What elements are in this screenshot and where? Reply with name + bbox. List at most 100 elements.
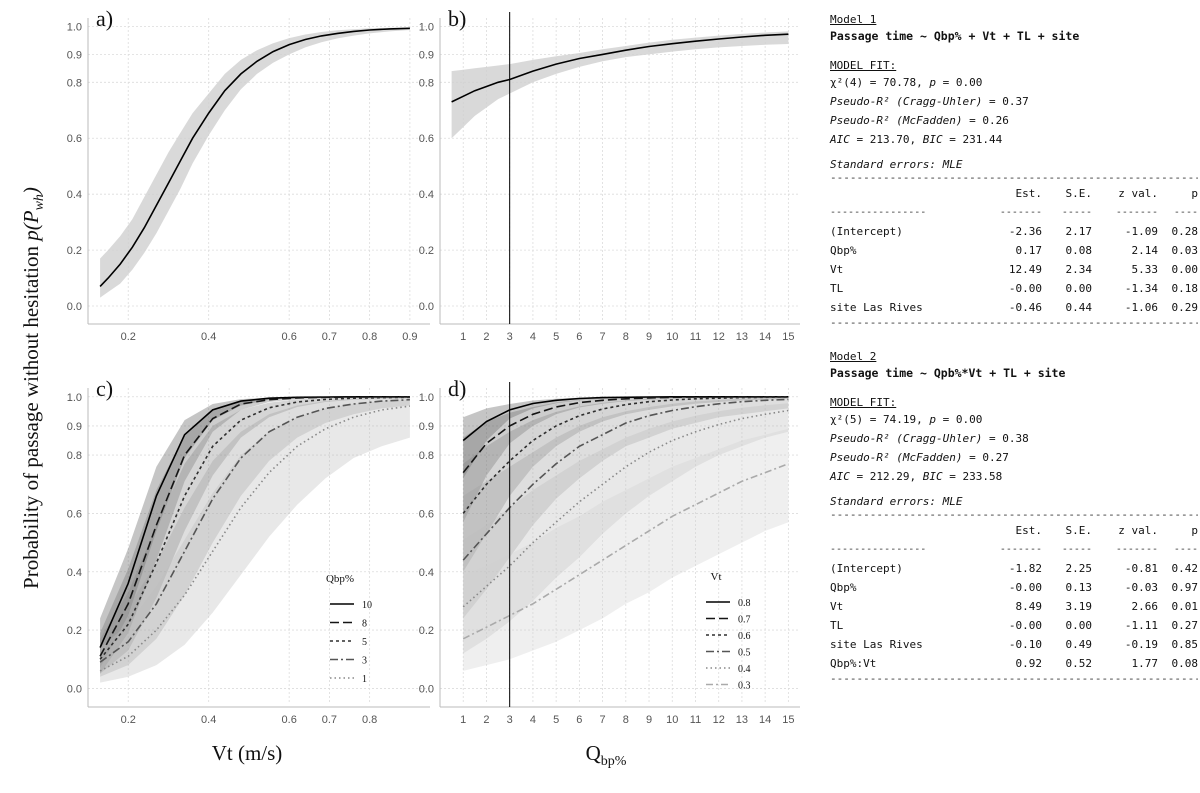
fit-label: p [929, 76, 936, 89]
fit-label: BIC [922, 133, 943, 146]
coef-value: 0.01 [1171, 600, 1199, 613]
y-tick-label: 0.0 [419, 683, 434, 695]
coef-value: 0.42 [1171, 562, 1199, 575]
x-tick-label: 1 [460, 331, 466, 343]
coef-value: -1.82 [1008, 562, 1042, 575]
term-name: (Intercept) [830, 225, 903, 238]
y-tick-label: 0.9 [419, 421, 434, 433]
confidence-band-0.6 [463, 396, 789, 572]
x-tick-label: 10 [666, 714, 678, 726]
fit-value: = 0.38 [982, 432, 1029, 445]
panel-label: a) [96, 6, 113, 31]
y-tick-label: 0.8 [67, 450, 82, 462]
legend-label-3: 3 [362, 656, 367, 667]
legend-label-0.3: 0.3 [738, 681, 751, 692]
x-tick-label: 1 [460, 714, 466, 726]
standard-errors-note: Standard errors: MLE [830, 158, 963, 171]
y-tick-label: 1.0 [67, 21, 82, 33]
x-tick-label: 7 [600, 331, 606, 343]
series-line-0.6 [462, 396, 789, 514]
coefficient-table: Est. S.E. z val. p ---------------- ------- --… [830, 184, 1198, 317]
series-line-0.4 [462, 409, 789, 608]
fit-line: χ²(4) = 70.78, p = 0.00 [830, 73, 1198, 92]
table-sub-rule: ---------------- ------- ----- ------- ---- [830, 544, 1198, 555]
x-axis-title-vt: Vt (m/s) [212, 741, 283, 765]
coef-value: -1.09 [1124, 225, 1158, 238]
table-row: site Las Rives -0.46 0.44 -1.06 0.29 [830, 298, 1198, 317]
model-fit-lines: χ²(4) = 70.78, p = 0.00 Pseudo-R² (Cragg-… [830, 73, 1198, 149]
confidence-band-8 [100, 396, 410, 674]
x-tick-label: 12 [713, 714, 725, 726]
x-tick-label: 3 [507, 714, 513, 726]
fit-label: Pseudo-R² (McFadden) [830, 114, 963, 127]
legend-label-8: 8 [362, 619, 367, 630]
term-name: (Intercept) [830, 562, 903, 575]
x-tick-label: 0.7 [322, 331, 337, 343]
fit-line: AIC = 213.70, BIC = 231.44 [830, 130, 1198, 149]
x-tick-label: 11 [690, 331, 701, 343]
series-line-5 [99, 396, 410, 660]
fit-line: χ²(5) = 74.19, p = 0.00 [830, 410, 1198, 429]
coef-value: 0.13 [1065, 581, 1093, 594]
fit-label: AIC [830, 470, 850, 483]
fit-label: p [929, 413, 936, 426]
coef-value: -1.06 [1124, 301, 1158, 314]
series-line-0.3 [462, 463, 789, 640]
legend-label-0.8: 0.8 [738, 598, 751, 609]
legend-label-0.6: 0.6 [738, 631, 751, 642]
coef-value: 0.28 [1171, 225, 1199, 238]
column-header: p [1191, 524, 1198, 537]
x-tick-label: 0.6 [282, 714, 297, 726]
y-tick-label: 0.6 [419, 508, 434, 520]
y-tick-label: 0.4 [419, 189, 434, 201]
coef-value: 0.00 [1171, 263, 1199, 276]
confidence-band-main [100, 27, 410, 298]
coef-value: -0.00 [1008, 619, 1042, 632]
y-tick-label: 0.9 [67, 49, 82, 61]
panel-label: c) [96, 376, 113, 401]
y-tick-label: 0.0 [67, 683, 82, 695]
panel-label: d) [448, 376, 466, 401]
table-sub-rule: ---------------- ------- ----- ------- ---- [830, 207, 1198, 218]
confidence-band-main [451, 31, 789, 139]
series-line-0.8 [462, 396, 789, 442]
figure-plots: Probability of passage without hesitatio… [19, 6, 800, 769]
fit-label: χ²(5) [830, 413, 864, 426]
model-formula: Passage time ~ Qpb%*Vt + TL + site [830, 366, 1066, 380]
coef-value: 0.52 [1065, 657, 1093, 670]
coef-value: -2.36 [1008, 225, 1042, 238]
x-axis-title-qbp: Qbp% [586, 741, 627, 769]
table-row: Vt 8.49 3.19 2.66 0.01 [830, 597, 1198, 616]
coef-value: 0.08 [1065, 244, 1093, 257]
x-tick-label: 2 [483, 714, 489, 726]
series-line-10 [99, 396, 410, 648]
column-header: S.E. [1065, 524, 1093, 537]
coef-value: 5.33 [1131, 263, 1159, 276]
x-tick-label: 15 [782, 714, 794, 726]
term-name: Qbp% [830, 581, 857, 594]
y-tick-label: 0.4 [67, 189, 82, 201]
coef-value: 0.92 [1015, 657, 1043, 670]
y-tick-label: 0.4 [419, 567, 434, 579]
x-tick-label: 14 [759, 714, 771, 726]
x-tick-label: 12 [713, 331, 725, 343]
coef-value: 0.27 [1171, 619, 1199, 632]
table-row: Vt 12.49 2.34 5.33 0.00 [830, 260, 1198, 279]
table-row: Qbp% 0.17 0.08 2.14 0.03 [830, 241, 1198, 260]
coef-value: 2.14 [1131, 244, 1159, 257]
model-fit-heading: MODEL FIT: [830, 396, 897, 409]
fit-value: = 0.00 [935, 413, 983, 426]
series-line-0.7 [462, 396, 789, 474]
table-header-row: Est. S.E. z val. p [830, 184, 1199, 203]
fit-value: = 0.00 [935, 76, 983, 89]
table-rule-bottom: ----------------------------------------… [830, 317, 1198, 329]
model-title: Model 2 [830, 350, 877, 363]
coef-value: 0.03 [1171, 244, 1199, 257]
table-rule-bottom: ----------------------------------------… [830, 673, 1198, 685]
model-title: Model 1 [830, 13, 877, 26]
model-1-summary: Model 1 Passage time ~ Qbp% + Vt + TL + … [830, 12, 1198, 329]
series-line-0.5 [462, 398, 789, 561]
legend-label-1: 1 [362, 674, 367, 685]
panel-label: b) [448, 6, 466, 31]
x-tick-label: 0.4 [201, 714, 216, 726]
